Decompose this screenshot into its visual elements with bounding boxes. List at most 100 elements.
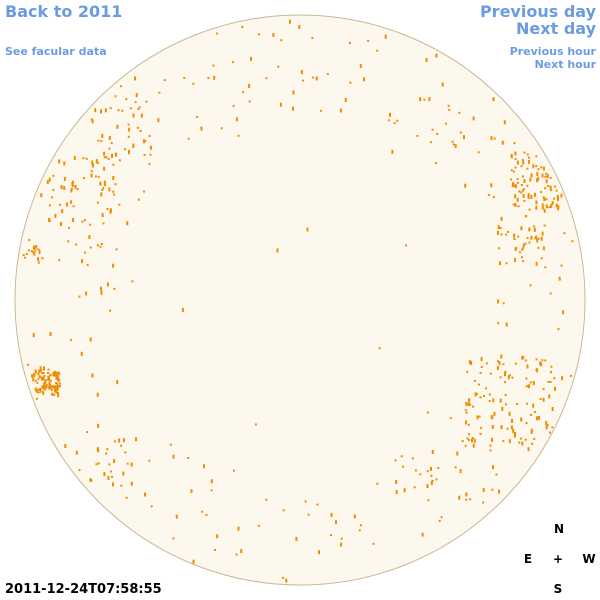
facula (513, 142, 516, 145)
facula (522, 243, 525, 248)
facula (489, 444, 492, 447)
facula (482, 501, 485, 504)
facula (122, 438, 125, 443)
facula (431, 479, 434, 482)
facula (132, 143, 135, 148)
facula (454, 466, 457, 469)
facula (411, 457, 414, 460)
facula (549, 380, 552, 383)
facula (514, 194, 517, 199)
next-hour[interactable]: Next hour (534, 58, 597, 71)
facula (150, 505, 153, 508)
facula (148, 135, 151, 137)
facula (205, 514, 208, 516)
facula (41, 257, 44, 259)
data-link[interactable]: See facular data (5, 45, 107, 58)
facula (458, 495, 461, 500)
facula (560, 193, 563, 198)
facula (113, 459, 116, 464)
facula (550, 365, 553, 368)
facula (212, 64, 215, 67)
facula (546, 174, 549, 178)
compass-east: E (523, 552, 533, 566)
facula (514, 151, 517, 156)
facula (491, 415, 494, 420)
facula (187, 457, 190, 459)
facula (393, 122, 396, 125)
facula (43, 382, 46, 387)
facula (502, 302, 505, 305)
facula (466, 437, 469, 440)
facula (311, 36, 314, 39)
facula (30, 250, 33, 253)
facula (483, 395, 485, 397)
next-day[interactable]: Next day (516, 19, 596, 38)
facula (112, 176, 115, 180)
facula (44, 379, 47, 384)
facula (503, 372, 506, 375)
facula (547, 185, 550, 187)
facula (478, 415, 481, 418)
facula (513, 238, 516, 240)
facula (81, 220, 84, 223)
facula (96, 244, 99, 247)
facula (37, 391, 40, 394)
facula (32, 333, 35, 338)
facula (138, 106, 141, 109)
facula (437, 467, 440, 469)
facula (522, 160, 525, 165)
facula (70, 187, 73, 190)
facula (548, 206, 551, 209)
facula (532, 381, 535, 386)
facula (512, 170, 515, 173)
facula (488, 400, 491, 402)
facula (92, 163, 94, 168)
facula (528, 241, 531, 244)
facula (45, 386, 48, 389)
facula (522, 260, 525, 263)
facula (505, 233, 508, 236)
facula (541, 173, 544, 178)
facula (105, 156, 108, 159)
facula (542, 397, 545, 402)
facula (535, 155, 538, 158)
facula (117, 109, 120, 112)
facula (127, 129, 130, 132)
facula (430, 466, 432, 471)
facula (96, 392, 99, 397)
facula (516, 403, 519, 405)
facula (34, 369, 37, 374)
facula (517, 235, 520, 238)
facula (326, 72, 329, 75)
facula (545, 179, 548, 184)
facula (459, 131, 462, 134)
previous-hour[interactable]: Previous hour (509, 45, 596, 58)
facula (514, 258, 517, 263)
facula (546, 206, 548, 209)
facula (516, 197, 519, 202)
facula (132, 145, 135, 148)
facula (272, 33, 275, 37)
facula (496, 230, 499, 235)
previous-day[interactable]: Previous day (479, 2, 596, 21)
facula (143, 153, 146, 156)
facula (349, 81, 352, 84)
facula (101, 133, 104, 138)
facula (216, 32, 219, 35)
facula (57, 392, 60, 395)
facula (100, 286, 102, 291)
facula (507, 375, 510, 380)
facula (316, 503, 319, 506)
facula (426, 470, 429, 473)
facula (535, 165, 538, 168)
facula (489, 449, 492, 452)
facula (475, 392, 478, 395)
facula (376, 482, 379, 485)
back-link[interactable]: Back to 2011 (5, 2, 123, 21)
facula (201, 510, 204, 513)
facula (210, 479, 213, 484)
facula (76, 188, 79, 191)
facula (477, 383, 480, 386)
facula (400, 455, 403, 458)
facula (285, 578, 288, 583)
